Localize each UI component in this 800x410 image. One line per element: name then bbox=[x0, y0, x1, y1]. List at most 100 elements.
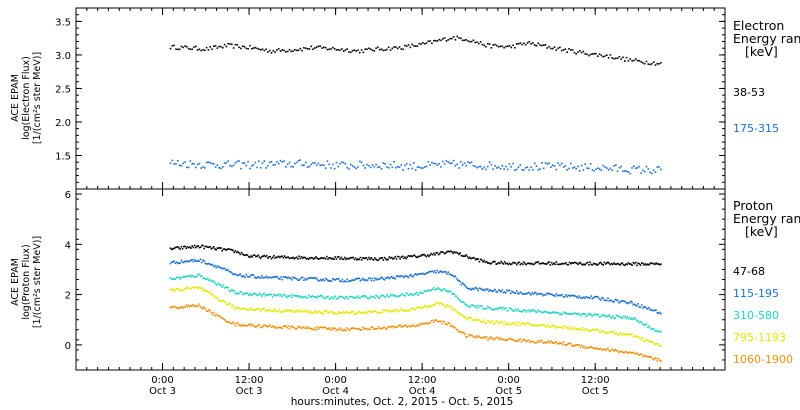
data-point bbox=[538, 263, 541, 265]
data-point bbox=[494, 165, 496, 167]
data-point bbox=[209, 46, 211, 48]
data-point bbox=[597, 55, 599, 57]
data-point bbox=[603, 315, 606, 317]
data-point bbox=[451, 274, 453, 277]
data-point bbox=[433, 39, 435, 42]
data-point bbox=[512, 44, 514, 47]
data-point bbox=[196, 163, 199, 166]
data-point bbox=[517, 292, 519, 295]
data-point bbox=[376, 328, 379, 330]
data-point bbox=[645, 264, 648, 266]
data-point bbox=[288, 48, 291, 51]
data-point bbox=[559, 313, 561, 316]
data-point bbox=[636, 167, 639, 169]
data-point bbox=[396, 295, 399, 298]
data-point bbox=[172, 306, 174, 308]
data-point bbox=[568, 167, 570, 170]
data-point bbox=[457, 252, 459, 254]
legend-title-line: Energy range bbox=[733, 211, 800, 226]
data-point bbox=[579, 170, 581, 172]
data-point bbox=[256, 255, 258, 258]
data-point bbox=[523, 322, 525, 325]
data-point bbox=[455, 328, 458, 331]
data-point bbox=[238, 252, 240, 254]
data-point bbox=[523, 309, 525, 311]
data-point bbox=[182, 162, 184, 165]
data-point bbox=[178, 262, 180, 264]
data-point bbox=[543, 262, 546, 265]
data-point bbox=[420, 273, 423, 275]
data-point bbox=[257, 307, 260, 310]
data-point bbox=[551, 311, 554, 313]
y-axis-label-line: ACE EPAM bbox=[10, 74, 21, 122]
data-point bbox=[276, 276, 279, 278]
data-point bbox=[228, 290, 231, 292]
data-point bbox=[321, 279, 323, 282]
data-point bbox=[543, 311, 546, 313]
data-point bbox=[473, 305, 476, 308]
data-point bbox=[337, 165, 339, 168]
data-point bbox=[620, 262, 622, 265]
data-point bbox=[299, 257, 302, 260]
data-point bbox=[373, 165, 376, 168]
data-point bbox=[548, 162, 550, 164]
data-point bbox=[173, 306, 175, 309]
data-point bbox=[625, 301, 627, 304]
data-point bbox=[323, 164, 325, 167]
data-point bbox=[491, 308, 494, 311]
data-point bbox=[332, 297, 334, 300]
data-point bbox=[395, 258, 398, 260]
data-point bbox=[334, 327, 336, 329]
data-point bbox=[579, 327, 582, 330]
data-point bbox=[474, 165, 476, 168]
data-point bbox=[401, 325, 404, 327]
data-point bbox=[272, 164, 275, 166]
data-point bbox=[428, 271, 430, 273]
data-point bbox=[366, 279, 369, 281]
data-point bbox=[382, 309, 385, 311]
data-point bbox=[354, 297, 357, 299]
data-point bbox=[269, 324, 272, 327]
data-point bbox=[443, 288, 446, 290]
data-point bbox=[297, 258, 299, 260]
data-point bbox=[502, 338, 505, 341]
data-point bbox=[380, 295, 382, 297]
data-point bbox=[518, 261, 520, 263]
data-point bbox=[506, 168, 509, 171]
data-point bbox=[645, 323, 648, 325]
data-point bbox=[509, 292, 512, 295]
data-point bbox=[277, 293, 280, 295]
data-point bbox=[532, 324, 535, 327]
data-point bbox=[235, 251, 238, 254]
data-point bbox=[383, 309, 386, 312]
data-point bbox=[265, 310, 268, 312]
data-point bbox=[311, 277, 314, 279]
data-point bbox=[304, 310, 306, 313]
data-point bbox=[324, 297, 327, 300]
x-tick-label-time: 0:00 bbox=[497, 375, 519, 386]
data-point bbox=[382, 162, 385, 164]
data-point bbox=[601, 296, 603, 299]
data-point bbox=[580, 164, 583, 167]
data-point bbox=[560, 162, 563, 165]
data-point bbox=[624, 60, 626, 62]
data-point bbox=[579, 297, 582, 299]
data-point bbox=[289, 257, 292, 259]
data-point bbox=[557, 311, 560, 314]
data-point bbox=[203, 277, 205, 279]
data-point bbox=[179, 262, 181, 264]
data-point bbox=[226, 304, 228, 306]
data-point bbox=[513, 339, 516, 342]
data-point bbox=[481, 320, 483, 323]
data-point bbox=[646, 326, 649, 328]
data-point bbox=[607, 347, 609, 350]
data-point bbox=[431, 270, 434, 272]
data-point bbox=[499, 289, 501, 292]
data-point bbox=[199, 305, 202, 308]
data-point bbox=[344, 163, 347, 165]
data-point bbox=[512, 261, 514, 264]
data-point bbox=[201, 306, 203, 309]
data-point bbox=[515, 290, 518, 292]
data-point bbox=[215, 266, 217, 269]
data-point bbox=[304, 327, 306, 330]
